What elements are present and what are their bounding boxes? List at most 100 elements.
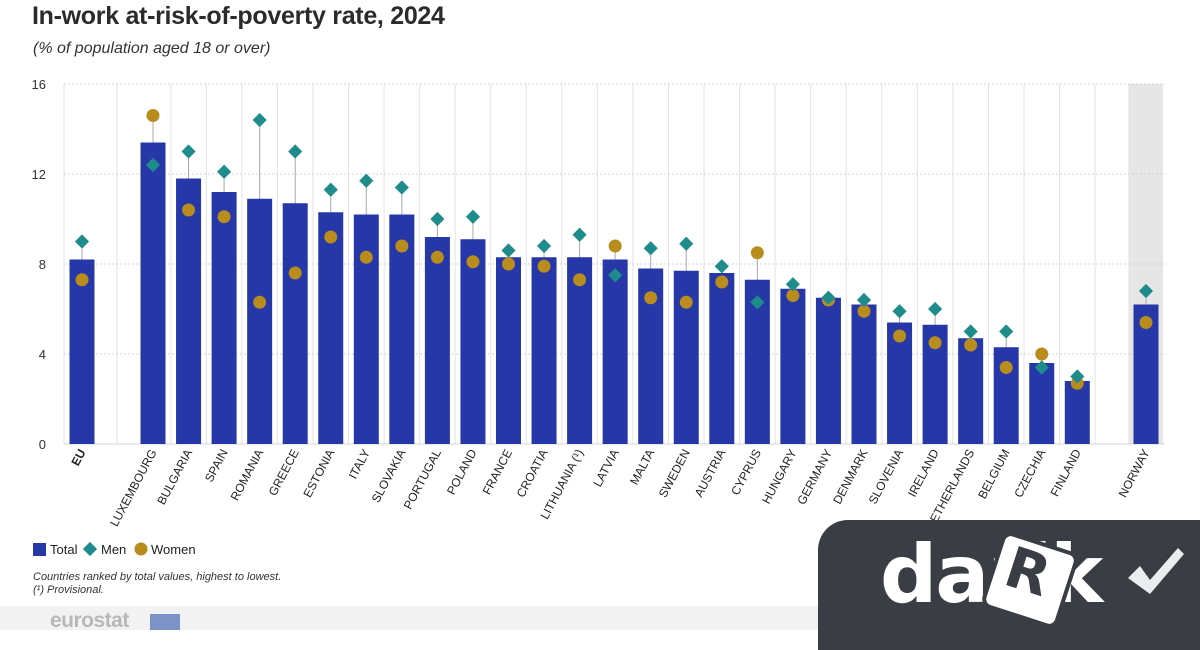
chart-title: In-work at-risk-of-poverty rate, 2024 — [32, 2, 445, 30]
marker-women-belgium — [999, 361, 1013, 374]
bar-total-greece — [282, 203, 308, 444]
marker-men-hungary — [785, 277, 800, 292]
marker-women-netherlands — [964, 338, 978, 352]
marker-women-bulgaria — [182, 203, 196, 217]
marker-women-sweden — [679, 295, 693, 309]
x-label-eu: EU — [68, 447, 88, 468]
bar-total-czechia — [1029, 363, 1055, 444]
x-label-france: FRANCE — [480, 447, 516, 497]
x-label-malta: MALTA — [627, 447, 657, 487]
marker-women-denmark — [857, 304, 871, 318]
x-label-portugal: PORTUGAL — [401, 447, 444, 512]
marker-men-cyprus — [750, 295, 765, 310]
x-label-hungary: HUNGARY — [759, 447, 799, 506]
marker-women-greece — [288, 266, 302, 280]
x-label-greece: GREECE — [266, 447, 302, 498]
bar-total-latvia — [602, 259, 628, 444]
x-label-slovenia: SLOVENIA — [866, 447, 907, 507]
x-label-denmark: DENMARK — [830, 447, 871, 507]
bar-total-denmark — [851, 304, 877, 444]
marker-men-portugal — [430, 211, 445, 227]
marker-men-denmark — [856, 292, 872, 308]
marker-men-sweden — [679, 236, 694, 251]
bar-total-spain — [211, 192, 237, 444]
legend-label-women: Women — [151, 542, 196, 557]
bar-total-finland — [1064, 381, 1090, 444]
y-tick-label: 8 — [39, 257, 46, 272]
x-label-italy: ITALY — [346, 447, 373, 481]
x-label-bulgaria: BULGARIA — [154, 447, 195, 507]
marker-women-portugal — [430, 250, 444, 264]
bars-total — [69, 142, 1159, 444]
x-label-austria: AUSTRIA — [692, 447, 729, 499]
marker-men-france — [501, 243, 516, 258]
marker-women-hungary — [786, 289, 800, 302]
x-label-slovakia: SLOVAKIA — [369, 447, 409, 505]
bar-total-eu — [69, 259, 95, 444]
marker-women-eu — [75, 273, 89, 287]
marker-men-lithuania — [572, 227, 587, 242]
marker-men-malta — [643, 241, 658, 256]
bar-total-netherlands — [958, 338, 984, 444]
bar-total-lithuania — [567, 257, 593, 444]
marker-men-finland — [1070, 369, 1085, 384]
x-label-luxembourg: LUXEMBOURG — [107, 447, 159, 529]
x-label-ireland: IRELAND — [905, 447, 942, 500]
legend-swatch-total — [33, 543, 46, 556]
marker-men-slovenia — [892, 304, 907, 319]
marker-men-romania — [252, 112, 267, 128]
marker-men-greece — [288, 144, 303, 159]
marker-women-luxembourg — [146, 109, 160, 122]
eurostat-logo: eurostat — [50, 609, 129, 632]
marker-women-cyprus — [750, 246, 764, 260]
marker-men-czechia — [1034, 360, 1049, 375]
legend: Total Men Women — [33, 541, 196, 557]
bar-total-estonia — [318, 212, 344, 444]
bar-total-portugal — [424, 237, 450, 444]
bar-total-hungary — [780, 288, 806, 444]
marker-women-poland — [466, 255, 480, 269]
marker-men-spain — [217, 164, 232, 179]
marker-women-estonia — [324, 230, 338, 244]
marker-women-croatia — [537, 259, 551, 273]
marker-women-italy — [359, 250, 373, 264]
y-tick-label: 12 — [32, 167, 46, 182]
marker-men-luxembourg — [145, 157, 161, 173]
marker-men-austria — [714, 259, 729, 274]
bar-total-slovakia — [389, 214, 415, 444]
marker-women-austria — [715, 275, 729, 289]
legend-label-men: Men — [101, 542, 126, 557]
chart-subtitle: (% of population aged 18 or over) — [33, 40, 271, 57]
x-label-spain: SPAIN — [202, 447, 231, 485]
x-label-cyprus: CYPRUS — [728, 447, 764, 498]
y-tick-label: 16 — [32, 77, 46, 92]
marker-men-belgium — [999, 324, 1014, 339]
marker-men-croatia — [536, 238, 552, 254]
eu-flag-icon — [150, 614, 180, 630]
marker-women-spain — [217, 210, 231, 224]
marker-men-eu — [74, 234, 90, 249]
marker-men-netherlands — [963, 324, 978, 339]
y-tick-label: 4 — [39, 347, 46, 362]
marker-women-ireland — [928, 336, 942, 350]
bar-total-romania — [247, 198, 273, 444]
x-label-finland: FINLAND — [1047, 447, 1084, 499]
legend-swatch-men — [82, 541, 98, 557]
bar-total-france — [496, 257, 521, 444]
footnote-ranking: Countries ranked by total values, highes… — [33, 571, 281, 583]
footnote-provisional: (¹) Provisional. — [33, 584, 104, 596]
marker-men-bulgaria — [181, 144, 196, 159]
x-label-czechia: CZECHIA — [1011, 447, 1048, 500]
markers — [74, 109, 1154, 390]
darik-check-icon — [1128, 548, 1184, 594]
marker-men-slovakia — [394, 180, 409, 195]
marker-women-slovakia — [395, 239, 409, 253]
marker-women-slovenia — [893, 329, 907, 343]
marker-women-france — [502, 257, 515, 271]
y-tick-label: 0 — [39, 437, 46, 452]
x-label-germany: GERMANY — [794, 447, 835, 507]
marker-men-germany — [821, 290, 836, 305]
bar-total-austria — [709, 273, 735, 444]
marker-men-poland — [465, 209, 481, 224]
marker-men-estonia — [323, 182, 338, 197]
